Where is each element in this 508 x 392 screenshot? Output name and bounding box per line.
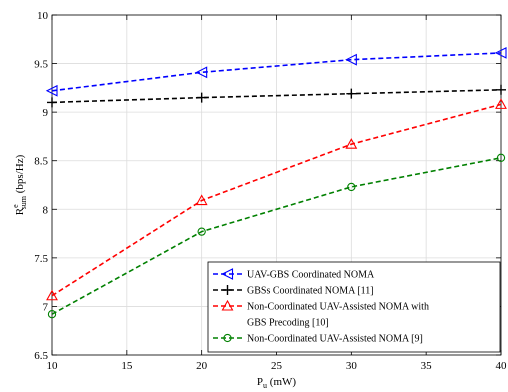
y-tick-label: 9.5: [34, 59, 48, 71]
series-4-point: [47, 310, 57, 319]
x-axis-label-base: P: [257, 376, 263, 388]
y-tick-label: 7: [43, 301, 49, 313]
legend-box: [207, 261, 501, 353]
y-axis-label-base: R: [14, 207, 26, 215]
legend: UAV-GBS Coordinated NOMA GBSs Coordinated…: [207, 261, 501, 353]
y-tick-label: 8: [43, 204, 49, 216]
y-axis-label-unit: (bps/Hz): [14, 154, 26, 196]
x-tick-label: 15: [121, 360, 133, 372]
series-4-point: [347, 182, 356, 192]
legend-marker: [222, 285, 233, 295]
series-1-line: [51, 52, 502, 92]
x-tick-label: 35: [421, 360, 433, 372]
legend-label: GBS Precoding [10]: [247, 318, 329, 329]
y-tick-label: 8.5: [34, 156, 48, 168]
series-3-point: [195, 194, 208, 206]
x-tick-label: 20: [196, 360, 208, 372]
legend-label: Non-Coordinated UAV-Assisted NOMA with: [247, 302, 429, 313]
legend-entry-2: GBSs Coordinated NOMA [11]: [213, 285, 374, 297]
y-tick-label: 7.5: [34, 253, 48, 265]
series-4-point: [197, 227, 206, 236]
x-axis-label-unit: (mW): [267, 376, 296, 388]
y-tick-label: 6.5: [34, 350, 48, 362]
series-3-line: [51, 103, 502, 297]
legend-entry-4: Non-Coordinated UAV-Assisted NOMA [9]: [213, 334, 423, 345]
series-2-point: [496, 84, 506, 95]
series-2: [47, 84, 506, 108]
legend-label: GBSs Coordinated NOMA [11]: [247, 286, 374, 297]
axes: 10 15 20 25 30 35 40 6.5 7 7.5 8 8.5 9 9.5 10 Pu (mW) Re…: [11, 10, 507, 390]
series-4-line: [51, 157, 502, 315]
series-group: [45, 46, 507, 319]
series-3-point: [46, 289, 58, 301]
series-2-point: [47, 97, 57, 108]
series-1-point: [345, 53, 357, 66]
series-2-line: [51, 89, 502, 104]
series-1: [45, 46, 507, 97]
series-4-point: [496, 153, 506, 162]
series-1-point: [195, 66, 208, 79]
y-tick-label: 9: [43, 107, 49, 119]
series-1-point: [45, 84, 58, 97]
x-tick-label: 25: [271, 360, 283, 372]
series-3: [46, 98, 507, 301]
x-axis-label-subscript: u: [263, 381, 267, 390]
y-axis-label: Resum (bps/Hz): [11, 154, 28, 215]
x-axis-label: Pu (mW): [257, 376, 296, 390]
series-2-point: [196, 92, 207, 103]
legend-marker: [221, 268, 234, 280]
legend-label: UAV-GBS Coordinated NOMA: [247, 270, 375, 281]
x-tick-label: 30: [346, 360, 358, 372]
x-tick-label: 40: [496, 360, 508, 372]
series-2-point: [346, 88, 357, 99]
series-1-point: [494, 46, 507, 59]
series-3-point: [345, 138, 358, 149]
legend-marker: [223, 333, 232, 343]
y-axis-label-superscript: e: [11, 204, 20, 208]
legend-entry-1: UAV-GBS Coordinated NOMA: [213, 268, 375, 281]
legend-entry-3: Non-Coordinated UAV-Assisted NOMA with GB…: [213, 299, 429, 329]
legend-marker: [221, 299, 234, 311]
series-4: [47, 153, 506, 319]
series-3-point: [495, 98, 507, 109]
legend-label: Non-Coordinated UAV-Assisted NOMA [9]: [247, 334, 423, 345]
y-tick-label: 10: [37, 10, 49, 22]
x-tick-label: 10: [47, 360, 59, 372]
y-axis-label-subscript: sum: [19, 195, 28, 209]
